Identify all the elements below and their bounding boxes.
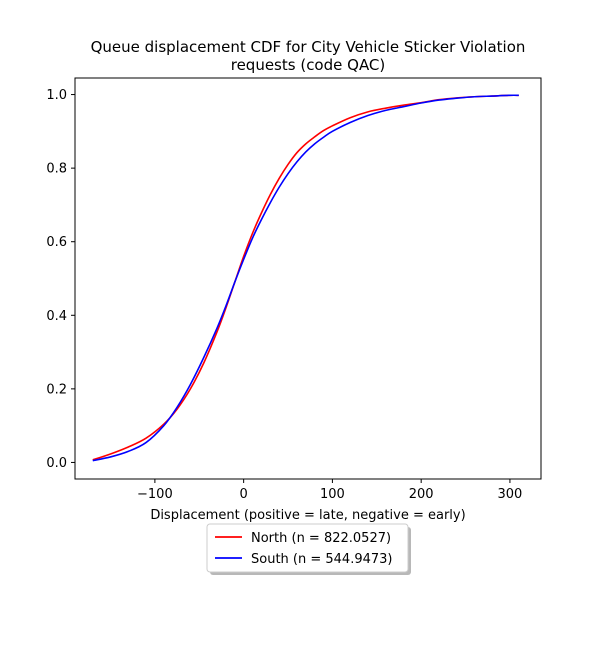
y-tick-label: 0.6	[46, 235, 67, 250]
ticks-layer: −100 0 100 200 300 0.0 0.2 0.4 0.6 0.8 1.0	[46, 88, 522, 502]
x-tick-label: −100	[137, 487, 173, 502]
x-tick-label: 300	[498, 487, 523, 502]
y-tick-label: 0.0	[46, 456, 67, 471]
x-tick-label: 200	[409, 487, 434, 502]
series-line-south	[92, 94, 519, 462]
y-tick-label: 0.2	[46, 382, 67, 397]
x-tick-label: 100	[320, 487, 345, 502]
y-tick-label: 1.0	[46, 88, 67, 103]
series-layer	[92, 94, 519, 462]
chart-title-line-1: Queue displacement CDF for City Vehicle …	[91, 38, 526, 56]
y-tick-label: 0.4	[46, 309, 67, 324]
legend-label-north: North (n = 822.0527)	[251, 531, 391, 546]
series-line-north	[92, 94, 519, 461]
chart-title-line-2: requests (code QAC)	[231, 56, 386, 74]
plot-frame	[74, 77, 542, 480]
legend: North (n = 822.0527) South (n = 544.9473…	[206, 523, 411, 575]
x-tick-label: 0	[240, 487, 248, 502]
y-tick-label: 0.8	[46, 162, 67, 177]
x-axis-label: Displacement (positive = late, negative …	[150, 508, 465, 523]
legend-label-south: South (n = 544.9473)	[251, 552, 392, 567]
legend-box	[206, 523, 409, 573]
